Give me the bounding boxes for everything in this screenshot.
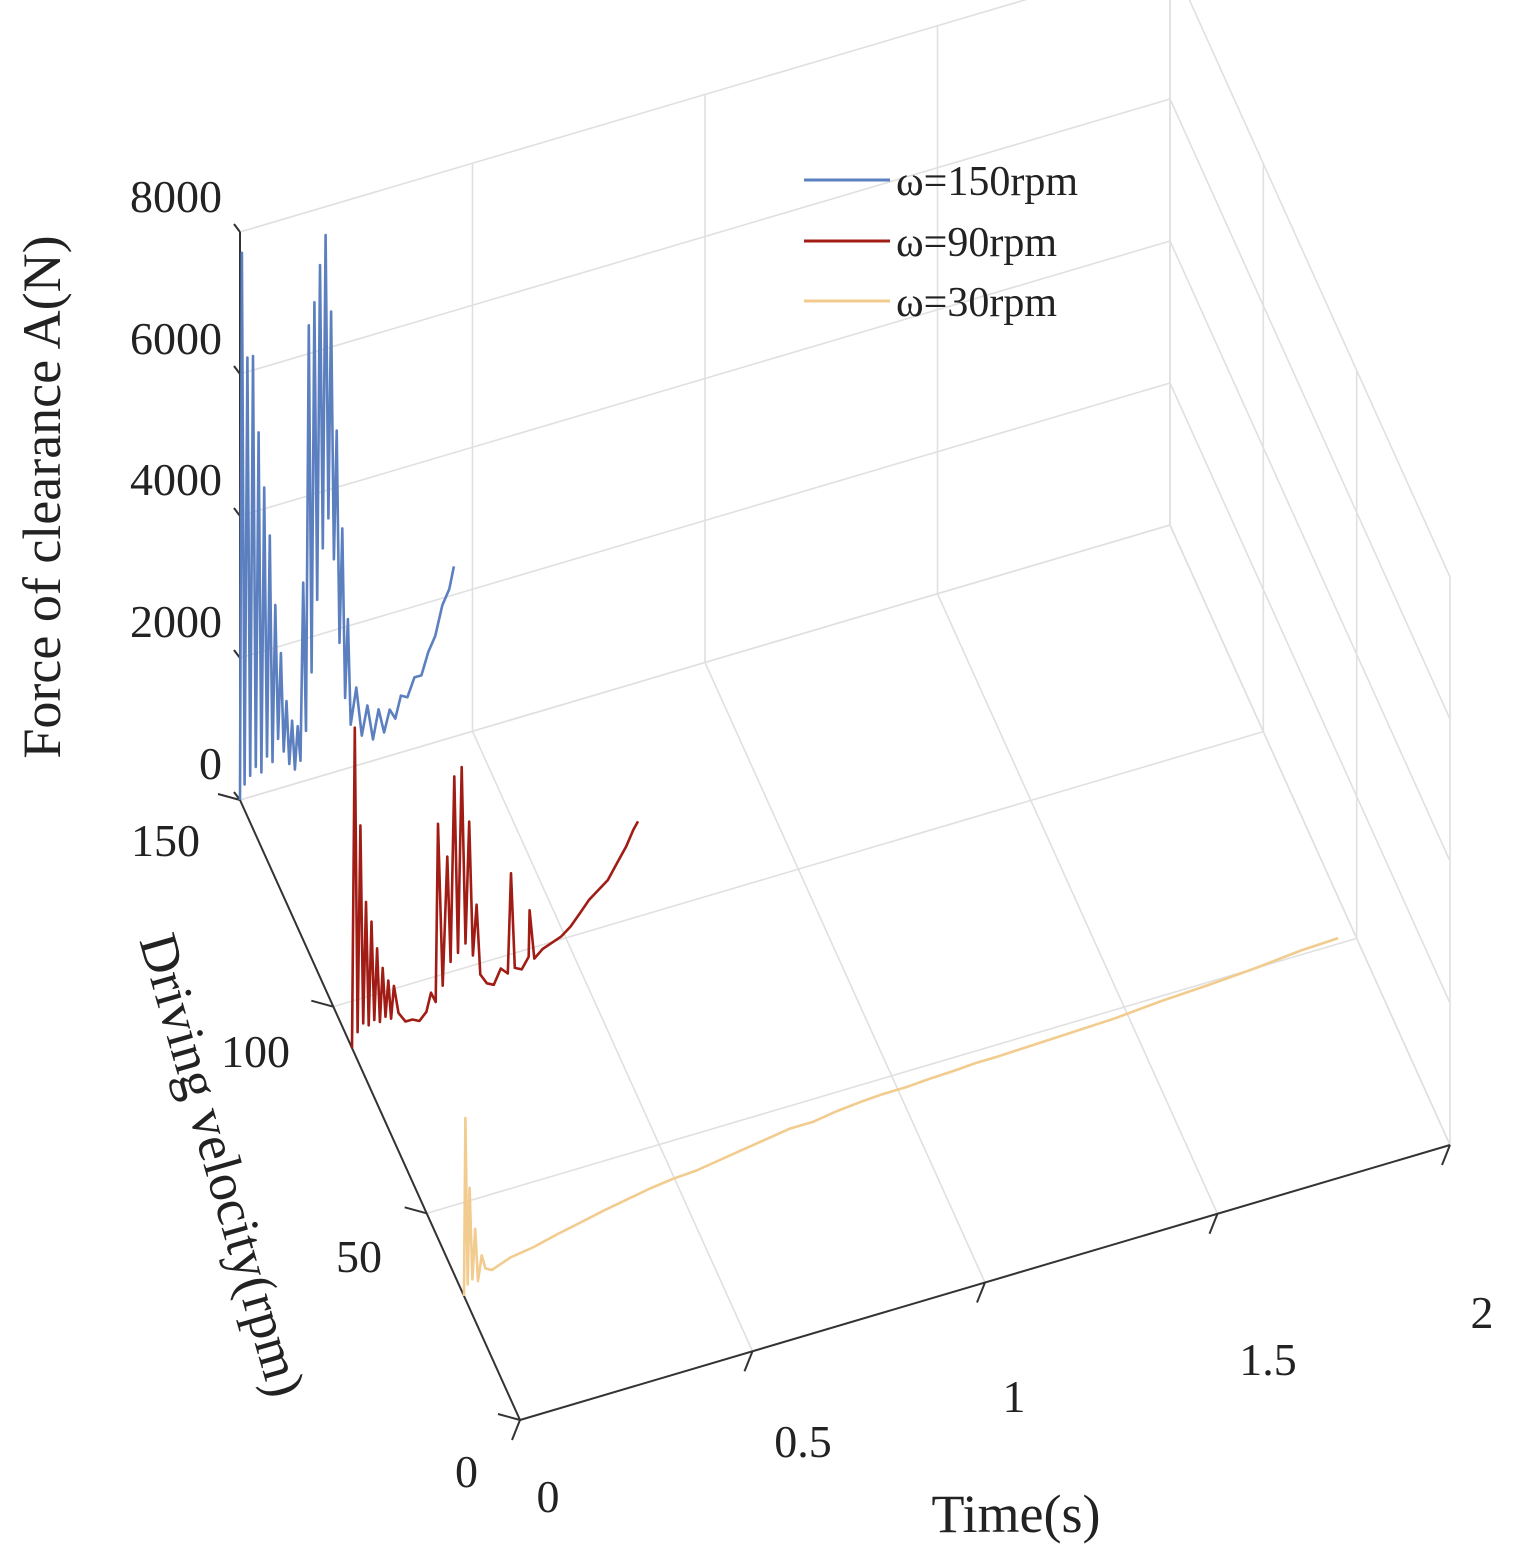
side-wall-gridline bbox=[1169, 98, 1451, 720]
series-line-30rpm bbox=[462, 936, 1339, 1297]
y-tick-mark bbox=[497, 1413, 521, 1421]
y-axis-title: Driving velocity(rpm) bbox=[128, 927, 318, 1403]
side-wall-gridline bbox=[1169, 382, 1451, 1004]
x-tick-label: 2 bbox=[1471, 1287, 1494, 1338]
x-tick-mark bbox=[511, 1419, 521, 1441]
x-tick-mark bbox=[976, 1282, 986, 1303]
x-tick-label: 1 bbox=[1003, 1371, 1026, 1422]
axis-layer bbox=[217, 223, 1451, 1441]
z-tick-label: 6000 bbox=[130, 313, 222, 364]
z-tick-label: 0 bbox=[199, 738, 222, 789]
y-tick-mark bbox=[404, 1206, 427, 1215]
legend-label-30rpm: ω=30rpm bbox=[896, 280, 1057, 326]
floor-gridline bbox=[704, 662, 986, 1283]
z-tick-label: 4000 bbox=[130, 454, 222, 505]
z-tick-mark bbox=[233, 507, 241, 517]
legend-label-150rpm: ω=150rpm bbox=[896, 159, 1078, 205]
x-tick-mark bbox=[1208, 1213, 1219, 1235]
side-wall-gridline bbox=[1169, 524, 1451, 1146]
floor-gridline bbox=[333, 730, 1264, 1008]
y-tick-label: 50 bbox=[336, 1231, 382, 1282]
series-layer bbox=[238, 233, 1339, 1297]
x-tick-label: 0.5 bbox=[774, 1416, 832, 1467]
y-tick-label: 0 bbox=[455, 1446, 478, 1497]
y-tick-label: 150 bbox=[131, 815, 200, 866]
x-tick-label: 1.5 bbox=[1239, 1334, 1297, 1385]
y-axis-line bbox=[239, 799, 521, 1421]
legend-label-90rpm: ω=90rpm bbox=[896, 220, 1057, 266]
series-line-150rpm bbox=[238, 233, 456, 801]
y-tick-label: 100 bbox=[221, 1026, 290, 1077]
back-wall-gridline bbox=[239, 98, 1171, 375]
z-tick-mark bbox=[233, 365, 241, 375]
series-line-90rpm bbox=[350, 726, 640, 1049]
side-wall-gridline bbox=[1188, 0, 1451, 578]
z-tick-mark bbox=[233, 223, 241, 233]
floor-gridline bbox=[936, 593, 1219, 1215]
x-tick-mark bbox=[743, 1350, 754, 1372]
grid-layer bbox=[239, 0, 1451, 1421]
back-wall-gridline bbox=[239, 382, 1171, 659]
side-wall-gridline bbox=[1169, 240, 1451, 862]
z-axis-title: Force of clearance A(N) bbox=[12, 235, 72, 758]
y-tick-mark bbox=[311, 999, 334, 1008]
legend: ω=150rpm ω=90rpm ω=30rpm bbox=[804, 159, 1078, 326]
x-axis-title: Time(s) bbox=[931, 1484, 1100, 1544]
floor-gridline bbox=[426, 937, 1357, 1215]
back-wall-gridline bbox=[239, 524, 1171, 801]
y-tick-mark bbox=[217, 793, 241, 801]
z-tick-mark bbox=[233, 649, 241, 659]
back-wall-gridline bbox=[239, 240, 1171, 517]
z-tick-label: 2000 bbox=[130, 596, 222, 647]
z-tick-label: 8000 bbox=[130, 171, 222, 222]
floor-gridline bbox=[471, 730, 754, 1352]
back-wall-gridline bbox=[239, 0, 1028, 233]
x-tick-mark bbox=[1441, 1144, 1451, 1166]
x-tick-label: 0 bbox=[537, 1471, 560, 1522]
